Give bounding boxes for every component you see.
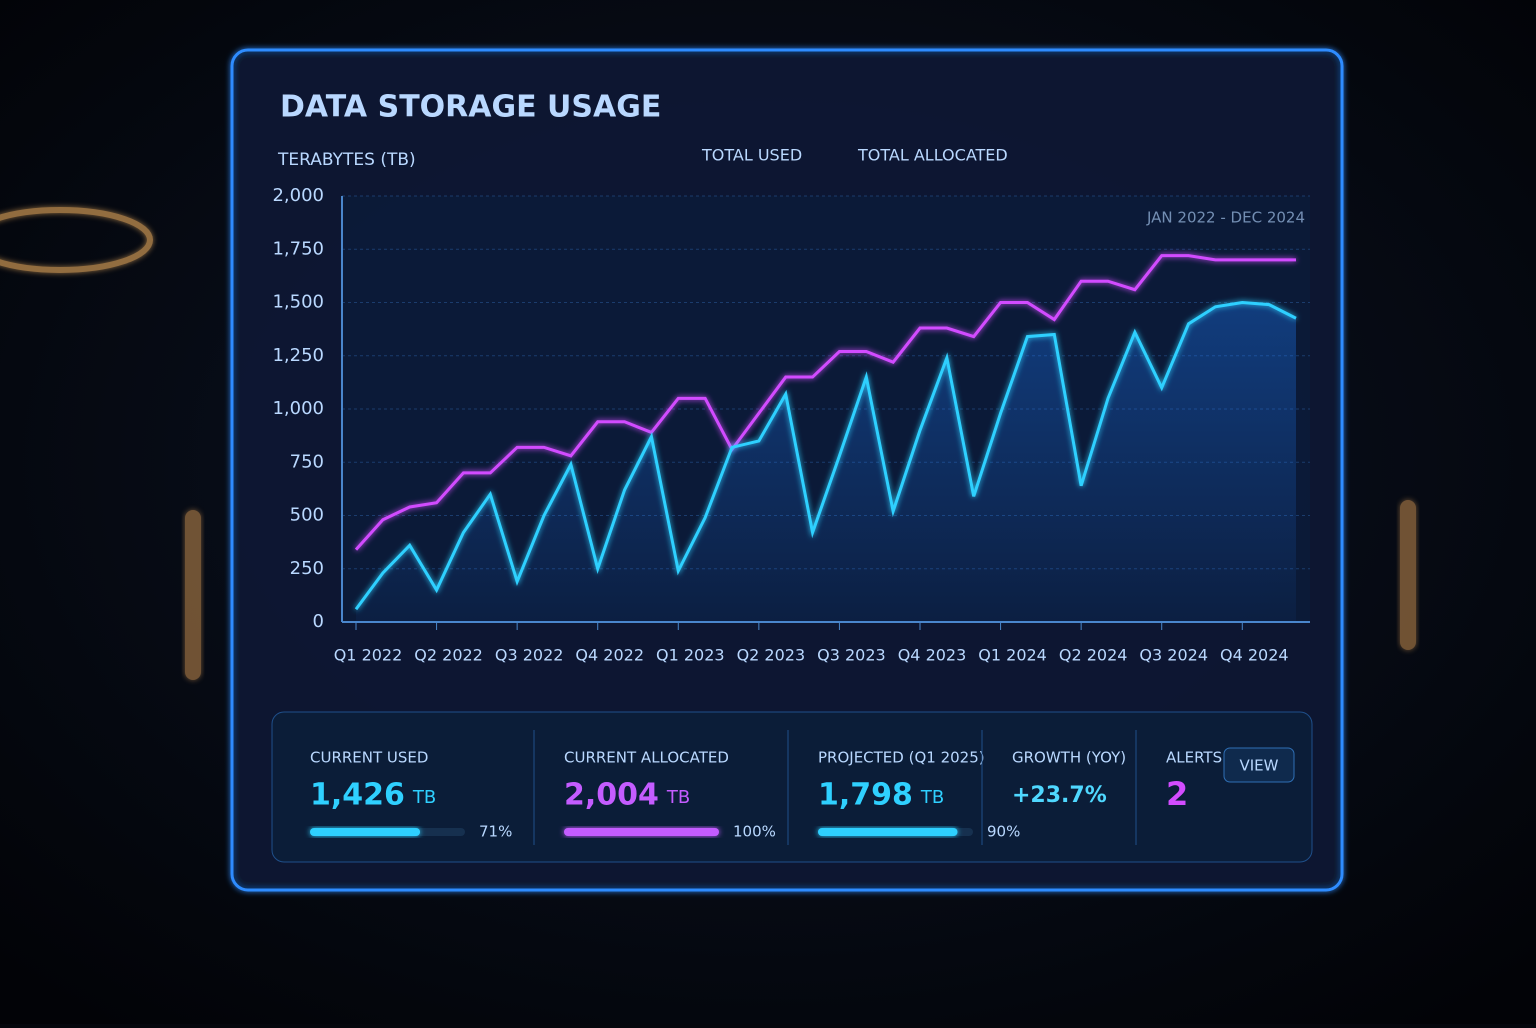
- x-tick-label: Q4 2022: [575, 646, 644, 665]
- x-tick-label: Q4 2024: [1220, 646, 1289, 665]
- chart-title: DATA STORAGE USAGE: [280, 90, 661, 125]
- y-axis-label: TERABYTES (TB): [277, 150, 416, 170]
- stat-value: 1,798: [818, 778, 913, 813]
- stat-label: CURRENT ALLOCATED: [564, 749, 729, 767]
- x-tick-label: Q3 2023: [817, 646, 886, 665]
- y-tick-label: 1,500: [272, 292, 324, 313]
- y-tick-label: 1,000: [272, 398, 324, 419]
- stats-bar: CURRENT USED 1,426 TB 71% CURRENT ALLOCATED 2…: [271, 711, 1313, 863]
- progress-label: 71%: [479, 823, 512, 841]
- progress-bar: [564, 828, 719, 836]
- legend-label: TOTAL USED: [701, 146, 802, 165]
- y-tick-label: 1,750: [272, 238, 324, 259]
- y-tick-label: 250: [290, 558, 324, 579]
- ambient-light: [1400, 500, 1416, 650]
- x-tick-label: Q2 2024: [1059, 646, 1128, 665]
- ambient-light: [0, 207, 153, 273]
- progress-bar: [818, 828, 958, 836]
- stat-value: +23.7%: [1012, 783, 1107, 808]
- x-tick-label: Q1 2024: [978, 646, 1047, 665]
- stat-value: 2,004: [564, 778, 659, 813]
- view-button-label[interactable]: VIEW: [1240, 757, 1279, 775]
- series-line: [354, 254, 1296, 551]
- stat-label: ALERTS: [1166, 749, 1222, 767]
- y-tick-label: 750: [290, 451, 324, 472]
- stat-unit: TB: [666, 787, 690, 808]
- y-tick-label: 2,000: [272, 185, 324, 206]
- progress-label: 100%: [733, 823, 776, 841]
- stat-unit: TB: [412, 787, 436, 808]
- date-range: JAN 2022 - DEC 2024: [1146, 209, 1305, 227]
- legend-label: TOTAL ALLOCATED: [857, 146, 1008, 165]
- x-tick-label: Q1 2022: [334, 646, 403, 665]
- progress-bar: [310, 828, 421, 836]
- y-tick-label: 0: [313, 611, 324, 632]
- ambient-light: [185, 510, 201, 680]
- x-tick-label: Q3 2022: [495, 646, 564, 665]
- y-tick-label: 500: [290, 505, 324, 526]
- area-fill: [356, 302, 1296, 622]
- x-tick-label: Q2 2023: [737, 646, 806, 665]
- x-tick-label: Q1 2023: [656, 646, 725, 665]
- stat-label: PROJECTED (Q1 2025): [818, 749, 985, 767]
- x-tick-label: Q3 2024: [1139, 646, 1208, 665]
- stat-label: GROWTH (YOY): [1012, 749, 1126, 767]
- series-line: [354, 300, 1297, 611]
- stat-unit: TB: [920, 787, 944, 808]
- x-tick-label: Q2 2022: [414, 646, 483, 665]
- y-tick-label: 1,250: [272, 345, 324, 366]
- stat-value: 1,426: [310, 778, 405, 813]
- progress-label: 90%: [987, 823, 1020, 841]
- x-tick-label: Q4 2023: [898, 646, 967, 665]
- stat-value: 2: [1166, 775, 1188, 813]
- view-button[interactable]: [1223, 747, 1295, 783]
- stats-panel: [271, 711, 1313, 863]
- stat-label: CURRENT USED: [310, 749, 428, 767]
